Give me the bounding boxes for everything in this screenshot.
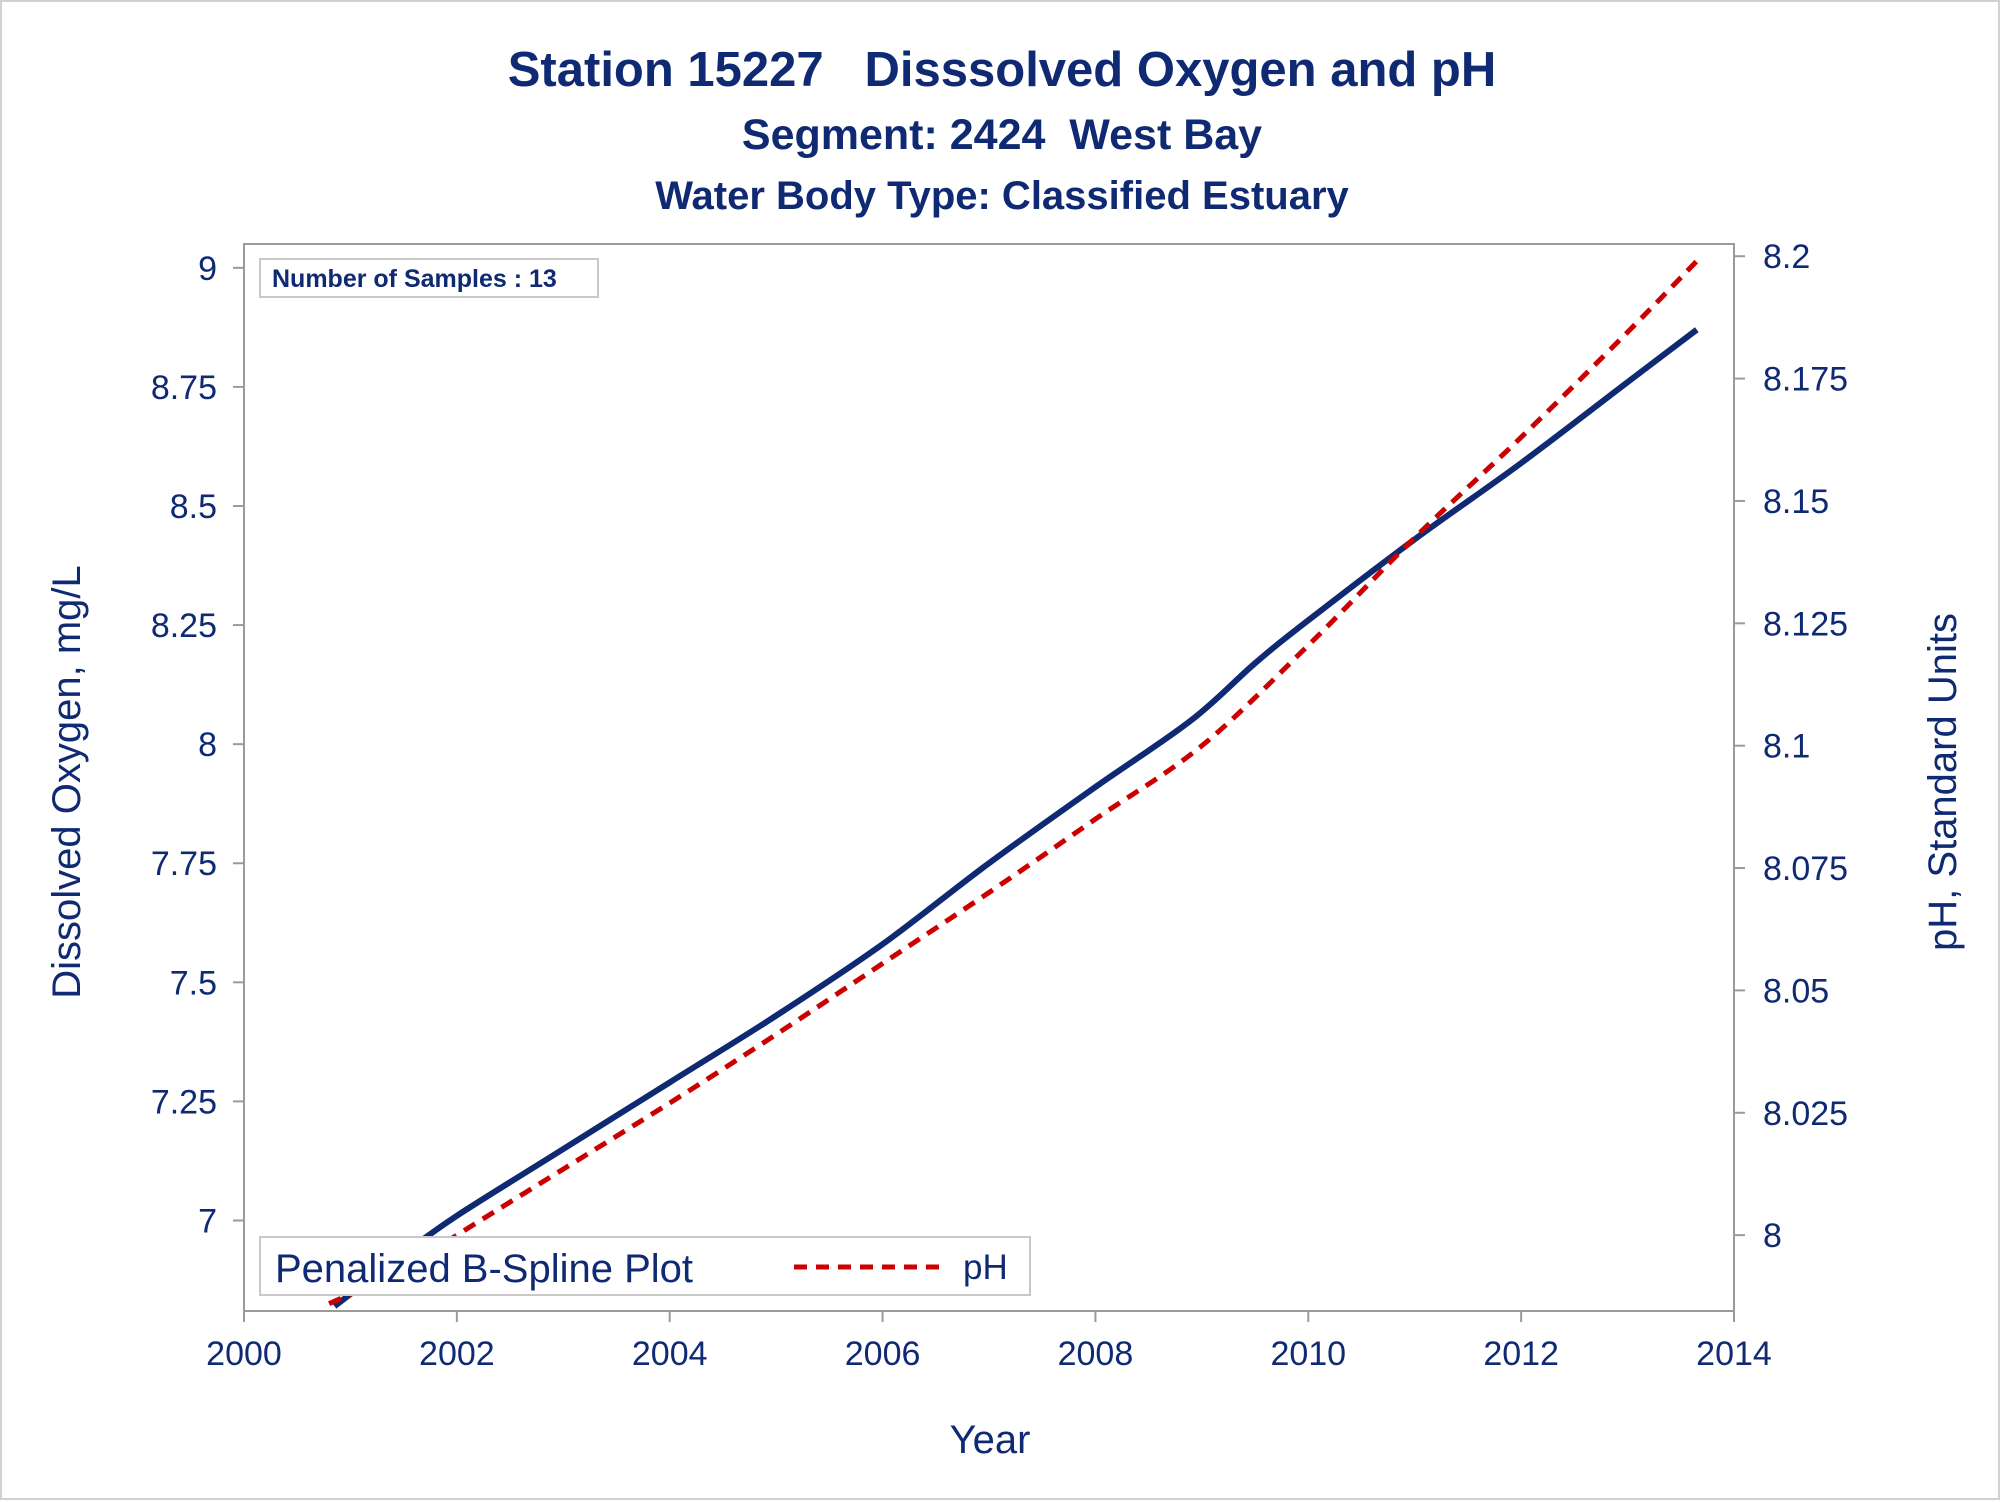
legend-title: Penalized B-Spline Plot <box>275 1247 693 1291</box>
y-right-tick-label: 8 <box>1763 1217 1782 1255</box>
plot-area <box>243 243 1735 1312</box>
y-left-tick-label: 8.75 <box>151 369 217 407</box>
x-tick-label: 2002 <box>419 1335 495 1373</box>
y-left-tick-label: 8.5 <box>170 488 217 526</box>
x-tick-label: 2006 <box>845 1335 921 1373</box>
chart-subtitle: Segment: 2424 West Bay <box>742 111 1262 159</box>
legend-frame <box>259 1236 1031 1296</box>
x-axis: 2000 2002 2004 2006 2008 2010 2012 2014 <box>206 1310 1772 1373</box>
y-left-tick-label: 8 <box>198 726 217 764</box>
series-layer <box>328 259 1699 1309</box>
y-right-tick-label: 8.2 <box>1763 238 1810 276</box>
y-axis-left-label: Dissolved Oxygen, mg/L <box>45 565 89 999</box>
sample-count-box: Number of Samples : 13 <box>259 258 599 298</box>
y-left-tick-label: 9 <box>198 250 217 288</box>
y-right-tick-label: 8.125 <box>1763 605 1848 643</box>
sample-count-frame <box>259 258 599 298</box>
x-tick-label: 2004 <box>632 1335 708 1373</box>
ph-series-line <box>328 259 1699 1306</box>
x-tick-label: 2000 <box>206 1335 282 1373</box>
legend: Penalized B-Spline Plot pH <box>259 1236 1031 1296</box>
legend-entry-ph: pH <box>963 1248 1008 1287</box>
y-right-tick-label: 8.05 <box>1763 972 1829 1010</box>
x-tick-label: 2008 <box>1058 1335 1134 1373</box>
sample-count-text: Number of Samples : 13 <box>272 265 557 293</box>
x-axis-label: Year <box>950 1418 1031 1462</box>
y-left-tick-label: 7 <box>198 1202 217 1240</box>
dissolved-oxygen-series-line <box>332 327 1699 1309</box>
y-right-tick-label: 8.1 <box>1763 728 1810 766</box>
y-right-tick-label: 8.075 <box>1763 850 1848 888</box>
y-right-tick-label: 8.175 <box>1763 361 1848 399</box>
y-axis-right-label: pH, Standard Units <box>1921 613 1965 951</box>
y-right-tick-label: 8.025 <box>1763 1095 1848 1133</box>
y-axis-left: 7 7.25 7.5 7.75 8 8.25 8.5 8.75 9 <box>151 250 245 1311</box>
x-tick-label: 2010 <box>1270 1335 1346 1373</box>
x-tick-label: 2012 <box>1483 1335 1559 1373</box>
y-left-tick-label: 8.25 <box>151 607 217 645</box>
y-left-tick-label: 7.5 <box>170 964 217 1002</box>
y-left-tick-label: 7.75 <box>151 845 217 883</box>
chart-title: Station 15227 Disssolved Oxygen and pH <box>508 43 1497 97</box>
y-axis-right: 8 8.025 8.05 8.075 8.1 8.125 8.15 8.175 8.2 <box>1734 238 1848 1255</box>
x-tick-label: 2014 <box>1696 1335 1772 1373</box>
y-right-tick-label: 8.15 <box>1763 483 1829 521</box>
y-left-tick-label: 7.25 <box>151 1083 217 1121</box>
chart-subtitle-2: Water Body Type: Classified Estuary <box>655 174 1349 218</box>
